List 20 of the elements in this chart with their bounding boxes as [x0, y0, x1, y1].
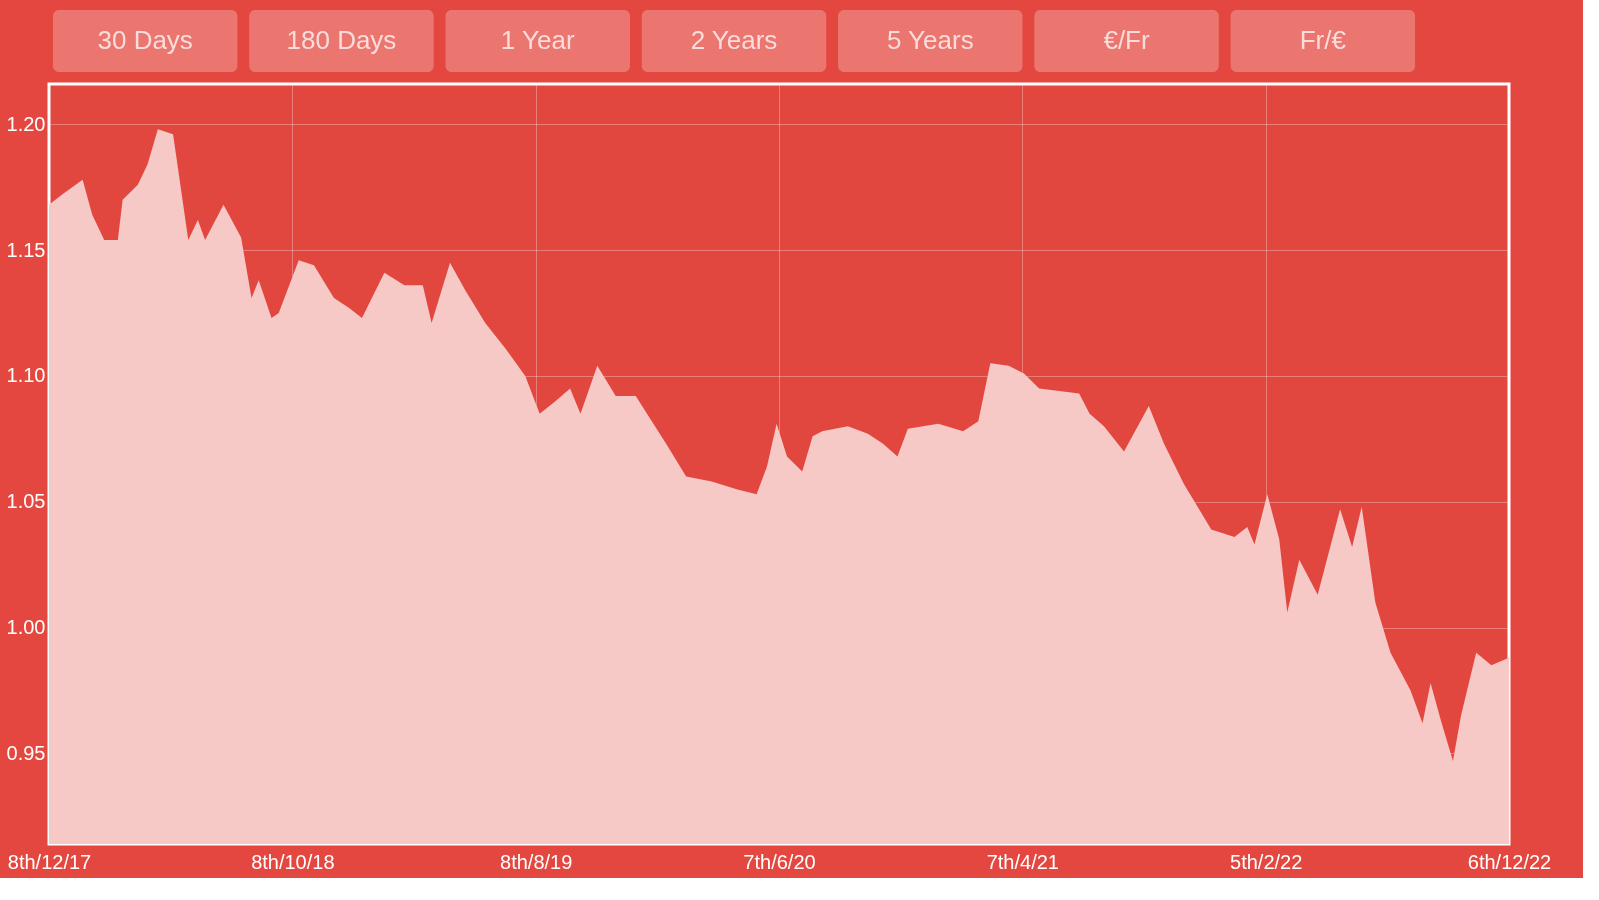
- y-tick-label: 1.15: [6, 238, 46, 261]
- x-tick-label: 7th/6/20: [743, 850, 816, 873]
- text: 5 Years: [886, 25, 974, 55]
- x-tick-label: 8th/8/19: [500, 850, 573, 873]
- text: 2 Years: [690, 25, 778, 55]
- text: Fr/€: [1299, 25, 1347, 55]
- x-tick-label: 8th/12/17: [7, 850, 92, 873]
- text: €/Fr: [1103, 25, 1150, 55]
- y-tick-label: 1.05: [6, 490, 46, 513]
- y-tick-label: 1.20: [6, 112, 46, 135]
- y-tick-label: 1.10: [6, 364, 46, 387]
- text: 30 Days: [97, 25, 193, 55]
- y-tick-label: 1.00: [6, 616, 46, 639]
- text: 1 Year: [500, 25, 575, 55]
- x-tick-label: 7th/4/21: [986, 850, 1059, 873]
- x-tick-label: 5th/2/22: [1230, 850, 1303, 873]
- text: 180 Days: [286, 25, 397, 55]
- y-tick-label: 0.95: [6, 741, 46, 764]
- x-tick-label: 6th/12/22: [1467, 850, 1552, 873]
- x-tick-label: 8th/10/18: [251, 850, 335, 873]
